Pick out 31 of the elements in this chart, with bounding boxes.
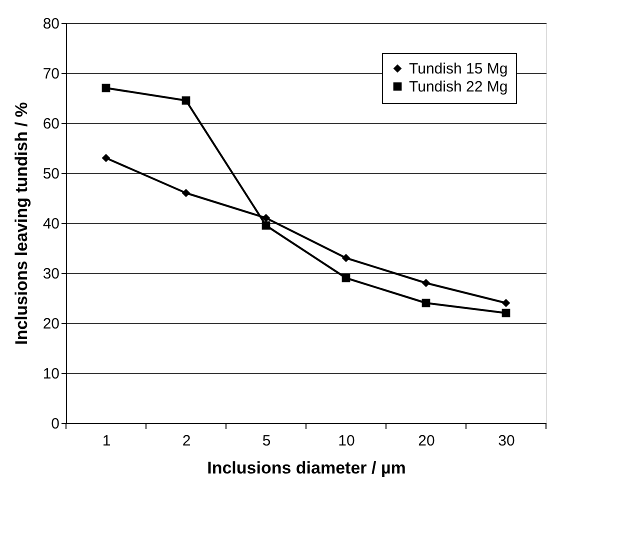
x-tick-label: 30 <box>498 432 515 450</box>
y-tick-label: 40 <box>42 216 60 232</box>
point <box>182 96 190 105</box>
legend-label: Tundish 15 Mg <box>409 60 508 78</box>
x-tick-label: 5 <box>262 432 271 450</box>
y-tick-label: 50 <box>42 166 60 182</box>
point <box>502 298 510 308</box>
point <box>102 154 110 162</box>
point <box>502 308 510 318</box>
point <box>182 188 190 198</box>
y-tick-label: 20 <box>42 316 60 332</box>
y-tick-label: 60 <box>42 116 60 132</box>
x-tick-label: 1 <box>102 432 111 450</box>
point <box>262 221 270 230</box>
point <box>342 274 350 282</box>
x-tick-label: 20 <box>418 432 435 450</box>
point <box>342 254 350 262</box>
y-tick-label: 10 <box>42 366 60 382</box>
y-axis-title: Inclusions leaving tundish / % <box>12 102 31 345</box>
x-axis-title: Inclusions diameter / µm <box>207 458 406 478</box>
y-tick-label: 80 <box>42 16 60 32</box>
y-tick-label: 70 <box>42 66 60 82</box>
point <box>262 214 270 222</box>
point <box>102 84 110 92</box>
legend-label: Tundish 22 Mg <box>409 78 508 96</box>
x-tick-label: 10 <box>338 432 355 450</box>
point <box>422 278 430 288</box>
y-tick-label: 30 <box>42 266 60 282</box>
x-tick-label: 2 <box>182 432 191 450</box>
point <box>422 298 430 308</box>
y-tick-label: 0 <box>51 416 60 432</box>
